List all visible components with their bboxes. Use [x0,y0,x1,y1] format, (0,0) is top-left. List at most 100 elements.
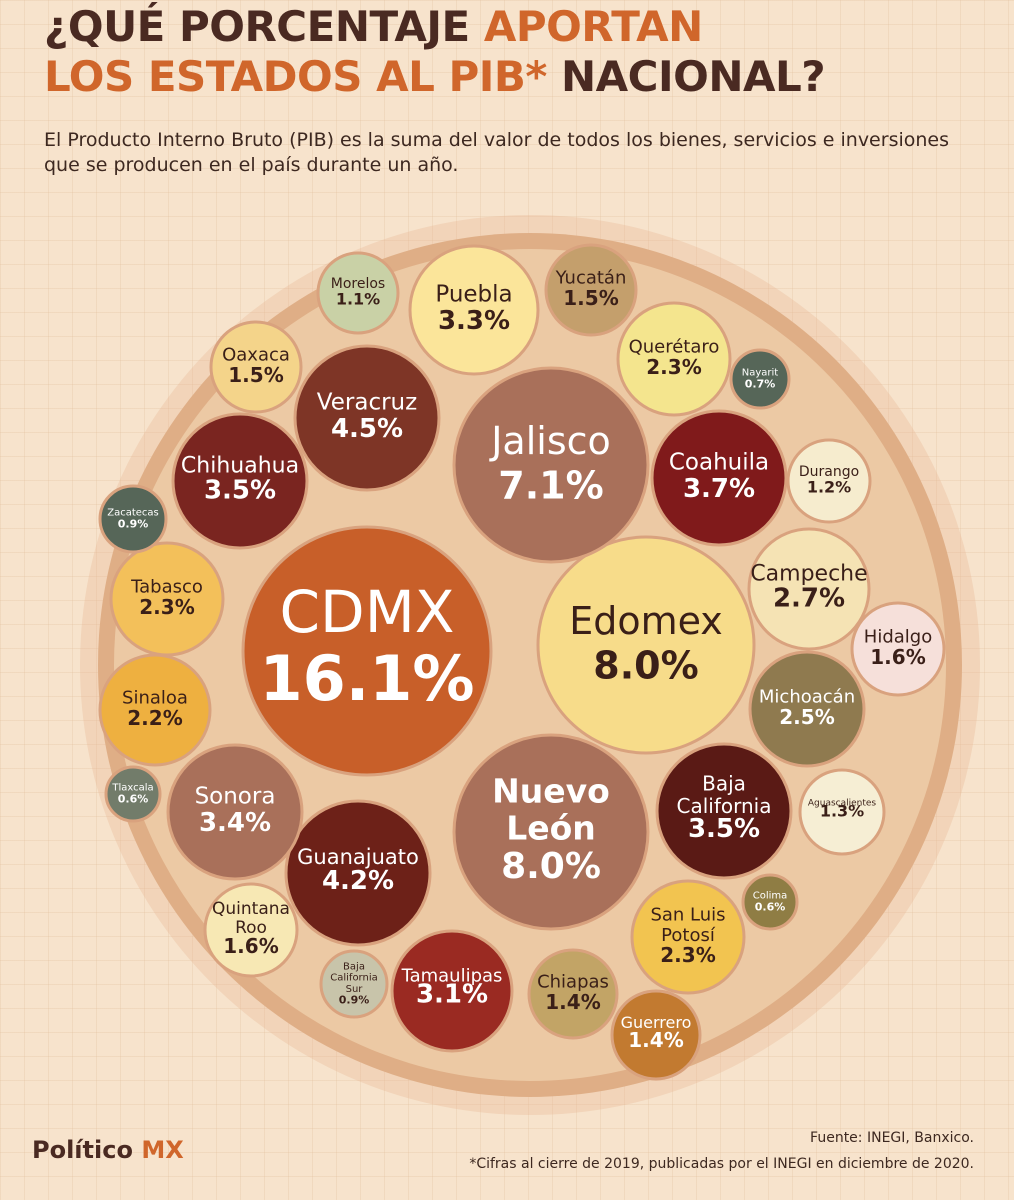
bubble-circle-campeche [747,527,871,651]
bubble-value-durango: 1.2% [807,477,851,496]
bubble-value-edomex: 8.0% [593,644,698,688]
bubble-value-campeche: 2.7% [773,583,845,613]
bubble-circle-quintana-roo [203,882,299,978]
bubble-circle-hidalgo [850,601,946,697]
bubble-value-tlaxcala: 0.6% [118,792,149,805]
bubble-label-baja-california: California [677,794,772,818]
bubble-circle-baja-california-sur [319,949,389,1019]
bubble-value-yucatan: 1.5% [563,286,618,310]
bubble-label-colima: Colima [753,891,788,902]
bubble-value-morelos: 1.1% [336,289,380,308]
bubble-circle-oaxaca [209,320,303,414]
bubble-value-colima: 0.6% [755,900,786,913]
bubble-value-coahuila: 3.7% [683,474,755,504]
bubble-circle-queretaro [616,301,732,417]
bubble-value-chihuahua: 3.5% [204,475,276,505]
bubble-value-jalisco: 7.1% [498,464,603,508]
bubble-value-san-luis-potosi: 2.3% [660,943,715,967]
bubble-label-coahuila: Coahuila [669,450,769,476]
bubble-label-zacatecas: Zacatecas [107,508,159,519]
bubble-value-baja-california-sur: 0.9% [339,994,370,1007]
bubble-label-chiapas: Chiapas [537,972,609,993]
bubble-value-cdmx: 16.1% [259,642,474,715]
bubble-circle-nuevo-leon [452,733,650,931]
bubble-circle-aguascalientes [798,768,886,856]
bubble-circle-michoacan [748,650,866,768]
bubble-label-veracruz: Veracruz [317,390,417,416]
bubble-circle-edomex [536,535,756,755]
bubble-value-quintana-roo: 1.6% [223,934,278,958]
bubble-value-nuevo-leon: 8.0% [501,846,601,887]
bubble-value-queretaro: 2.3% [646,355,701,379]
bubble-label-quintana-roo: Quintana [212,899,290,919]
bubble-circle-colima [741,873,799,931]
bubble-label-sinaloa: Sinaloa [122,688,188,709]
bubble-label-edomex: Edomex [569,599,723,643]
bubble-label-aguascalientes: Aguascalientes [808,798,877,808]
bubble-label-nuevo-leon: León [506,808,596,847]
bubble-value-veracruz: 4.5% [331,414,403,444]
bubble-circle-chiapas [527,948,619,1040]
title-line2-dark: NACIONAL? [561,52,826,101]
bubble-label-san-luis-potosi: Potosí [661,925,716,946]
bubble-label-queretaro: Querétaro [629,337,720,358]
bubble-label-san-luis-potosi: San Luis [650,905,725,926]
bubble-label-baja-california-sur: Sur [346,984,364,995]
bubble-value-baja-california: 3.5% [688,814,760,844]
bubble-circle-san-luis-potosi [630,879,746,995]
title-line2-orange: LOS ESTADOS AL PIB* [44,52,547,101]
bubble-value-zacatecas: 0.9% [118,517,149,530]
bubble-circle-zacatecas [98,484,168,554]
bubble-circle-tlaxcala [104,765,162,823]
bubble-label-michoacan: Michoacán [759,687,855,708]
bubble-label-nuevo-leon: Nuevo [492,771,610,810]
bubble-circle-morelos [316,251,400,335]
bubble-label-chihuahua: Chihuahua [181,453,299,478]
bubble-label-campeche: Campeche [750,561,867,586]
bubble-label-hidalgo: Hidalgo [864,627,932,648]
title-line1-dark: ¿QUÉ PORCENTAJE [44,2,470,51]
bubble-label-yucatan: Yucatán [555,268,627,289]
bubble-value-guerrero: 1.4% [628,1028,683,1052]
bubble-label-morelos: Morelos [331,276,385,292]
bubble-value-puebla: 3.3% [438,306,510,336]
bubble-value-sinaloa: 2.2% [127,706,182,730]
bubble-circle-coahuila [650,409,788,547]
bubble-label-sonora: Sonora [195,784,276,810]
bubble-label-baja-california-sur: Baja [343,961,365,972]
bubble-label-jalisco: Jalisco [489,419,611,463]
bubble-label-guerrero: Guerrero [621,1013,692,1032]
bubble-value-aguascalientes: 1.3% [820,801,864,820]
politico-mx-logo: Político MX [32,1136,184,1164]
title-line1-orange: APORTAN [483,2,704,51]
bubble-circle-nayarit [729,348,791,410]
bubble-label-quintana-roo: Roo [235,918,267,938]
bubble-circle-jalisco [452,366,650,564]
bubble-label-baja-california: Baja [702,772,746,796]
bubble-circle-sonora [166,743,304,881]
bubble-circle-chihuahua [171,412,309,550]
bubble-value-tabasco: 2.3% [139,595,194,619]
bubble-label-baja-california-sur: California [330,973,378,984]
bubble-circle-tamaulipas [390,929,514,1053]
